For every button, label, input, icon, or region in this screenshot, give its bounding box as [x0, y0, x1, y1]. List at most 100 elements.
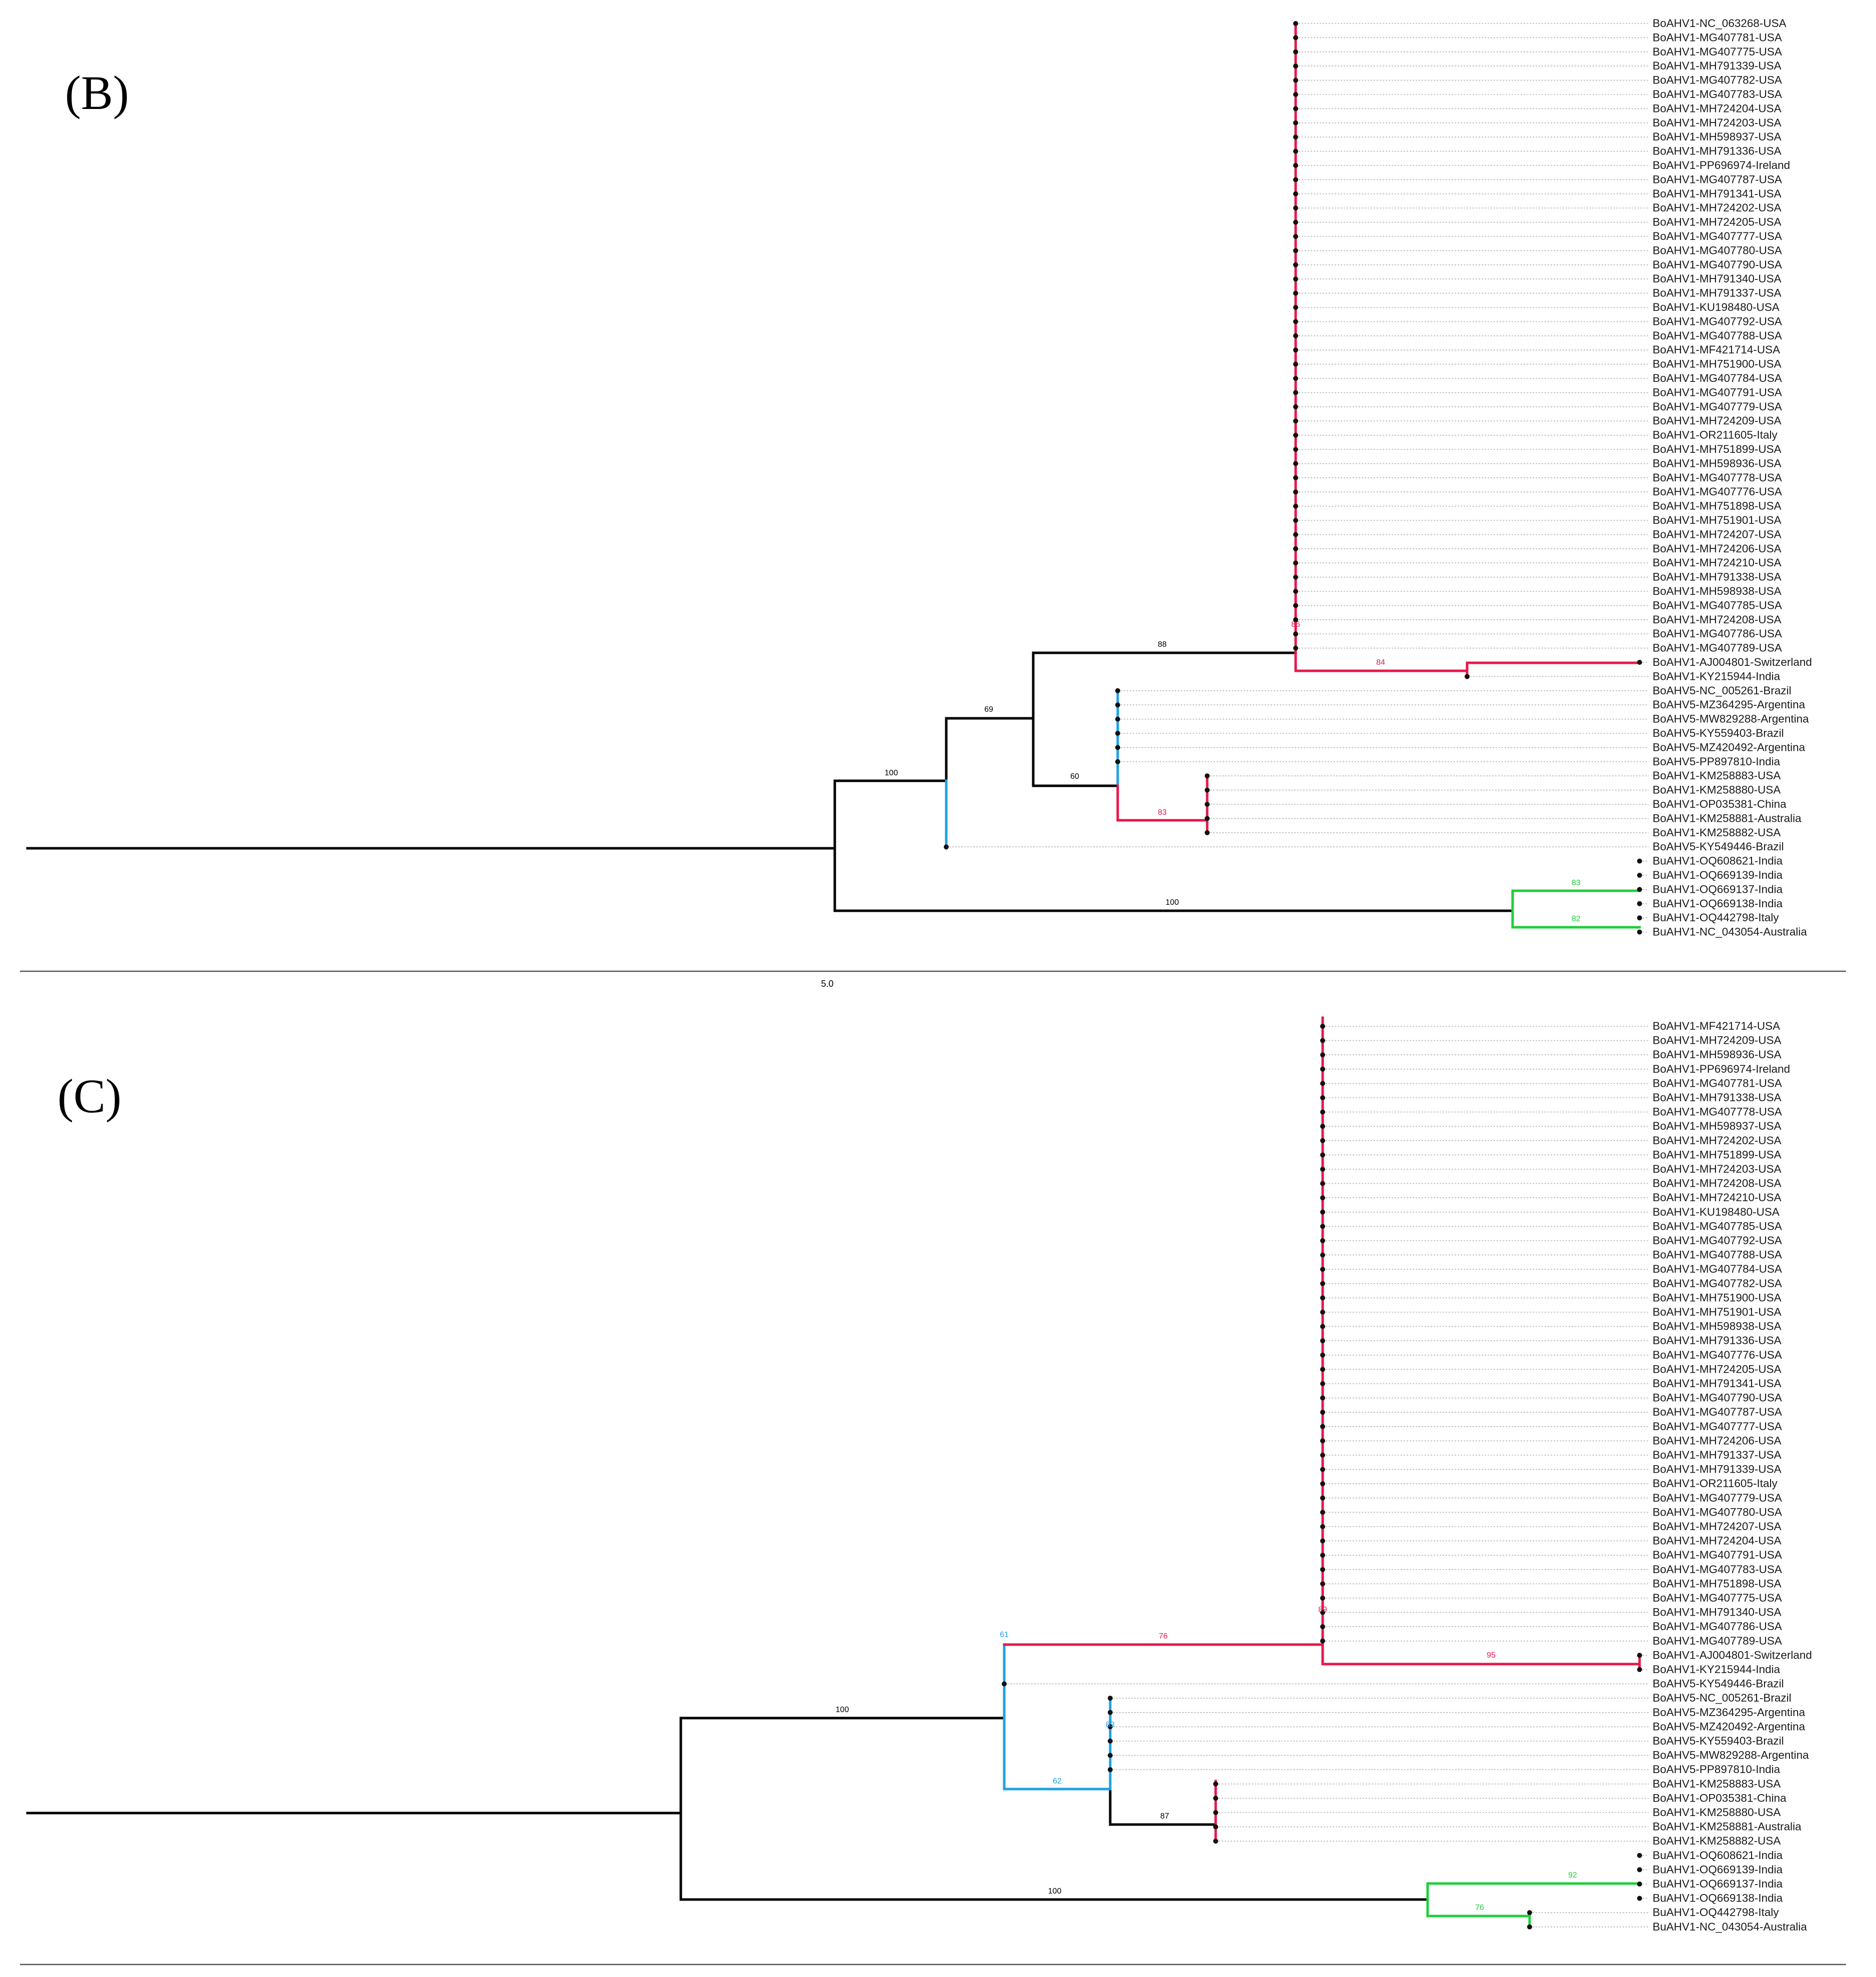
leaf-label: BoAHV1-MG407783-USA	[1653, 1563, 1782, 1576]
tip-node	[1637, 858, 1642, 864]
tip-node	[1108, 1767, 1113, 1773]
tip-node	[1527, 1924, 1532, 1930]
leaf-label: BuAHV1-NC_043054-Australia	[1653, 1921, 1807, 1933]
tip-node	[1108, 1696, 1113, 1701]
tip-node	[1293, 49, 1298, 54]
leaf-label: BoAHV1-MG407789-USA	[1653, 1635, 1782, 1647]
tip-node	[1115, 688, 1120, 693]
tip-node	[1293, 234, 1298, 239]
leaf-label: BoAHV5-MZ420492-Argentina	[1653, 741, 1806, 753]
tip-node	[1320, 1281, 1325, 1286]
leaf-label: BoAHV1-MG407777-USA	[1653, 230, 1782, 242]
tip-node	[1293, 290, 1298, 296]
leaf-label: BoAHV5-NC_005261-Brazil	[1653, 684, 1792, 697]
tip-node	[1293, 589, 1298, 594]
tip-node	[1293, 432, 1298, 438]
tip-node	[1293, 489, 1298, 495]
leaf-label: BuAHV1-OQ442798-Italy	[1653, 911, 1779, 924]
panel-label-b: (B)	[65, 66, 129, 119]
leaf-label: BoAHV1-MG407783-USA	[1653, 88, 1782, 100]
tip-node	[1115, 702, 1120, 708]
leaf-label: BoAHV1-OP035381-China	[1653, 798, 1787, 810]
tip-node	[1637, 1653, 1642, 1658]
leaf-label: BoAHV1-AJ004801-Switzerland	[1653, 1649, 1812, 1661]
tip-node	[1320, 1167, 1325, 1172]
tip-node	[1293, 205, 1298, 211]
bootstrap-value: 95	[1487, 1651, 1496, 1660]
leaf-label: BoAHV1-MH791336-USA	[1653, 145, 1782, 157]
bootstrap-value: 88	[1158, 640, 1167, 649]
leaf-label: BoAHV1-MH751898-USA	[1653, 500, 1782, 512]
tip-node	[1108, 1724, 1113, 1730]
leaf-label: BoAHV1-MF421714-USA	[1653, 1020, 1780, 1032]
tip-node	[1320, 1052, 1325, 1058]
leaf-label: BoAHV5-KY549446-Brazil	[1653, 1678, 1784, 1690]
leaf-label: BoAHV1-MG407775-USA	[1653, 45, 1782, 58]
tip-node	[1213, 1839, 1218, 1844]
tip-node	[1293, 148, 1298, 154]
leaf-label: BoAHV1-MH724208-USA	[1653, 613, 1782, 626]
bootstrap-value: 100	[1166, 898, 1179, 907]
tip-node	[1293, 376, 1298, 381]
tip-node	[1293, 546, 1298, 551]
leaf-label: BoAHV1-MH751900-USA	[1653, 358, 1782, 370]
leaf-label: BoAHV1-KY215944-India	[1653, 1663, 1781, 1676]
leaf-label: BoAHV1-MH724207-USA	[1653, 1520, 1782, 1533]
leaf-label: BoAHV1-MH724206-USA	[1653, 542, 1782, 555]
leaf-label: BoAHV1-MG407778-USA	[1653, 1106, 1782, 1118]
tip-node	[1637, 1667, 1642, 1672]
tip-node	[1320, 1467, 1325, 1472]
tree-branches-c	[26, 1016, 1641, 1926]
leaf-label: BoAHV1-MH751901-USA	[1653, 1306, 1782, 1318]
leaf-label: BoAHV5-MW829288-Argentina	[1653, 1749, 1809, 1762]
tip-node	[1293, 390, 1298, 395]
leaf-labels-c: BoAHV1-MF421714-USABoAHV1-MH724209-USABo…	[1653, 1020, 1812, 1933]
tip-node	[1320, 1338, 1325, 1344]
tip-node	[1637, 915, 1642, 921]
leaf-label: BoAHV1-KM258880-USA	[1653, 784, 1781, 796]
leaf-label: BoAHV1-MH791336-USA	[1653, 1334, 1782, 1347]
tip-node	[1293, 319, 1298, 324]
tip-node	[1320, 1424, 1325, 1429]
leaf-label: BoAHV1-MG407792-USA	[1653, 315, 1782, 327]
leaf-label: BoAHV1-MG407787-USA	[1653, 1406, 1782, 1418]
bootstrap-value: 100	[836, 1706, 849, 1714]
tip-node	[1637, 1896, 1642, 1901]
leaf-label: BoAHV1-MH751899-USA	[1653, 443, 1782, 455]
leaf-label: BoAHV1-MG407784-USA	[1653, 372, 1782, 384]
tip-node	[1637, 929, 1642, 935]
tip-node	[1293, 532, 1298, 537]
leaf-label: BoAHV1-MH724202-USA	[1653, 201, 1782, 214]
bootstrap-value: 83	[1572, 879, 1581, 887]
tip-node	[1293, 219, 1298, 225]
tip-node	[1320, 1081, 1325, 1086]
tip-node	[1108, 1710, 1113, 1715]
tip-node	[1637, 1853, 1642, 1858]
leaf-label: BuAHV1-OQ608621-India	[1653, 855, 1783, 867]
tip-node	[1320, 1524, 1325, 1529]
leaf-label: BoAHV1-MH724207-USA	[1653, 528, 1782, 540]
tip-node	[1293, 418, 1298, 424]
tip-node	[1320, 1553, 1325, 1558]
leaf-label: BoAHV5-PP897810-India	[1653, 1763, 1781, 1776]
leaf-label: BoAHV1-MG407785-USA	[1653, 1220, 1782, 1232]
leaf-label: BoAHV1-MH724204-USA	[1653, 1535, 1782, 1547]
leaf-label: BoAHV1-MH724202-USA	[1653, 1134, 1782, 1147]
bootstrap-value: 76	[1159, 1632, 1168, 1641]
leaf-label: BoAHV1-MH791340-USA	[1653, 272, 1782, 285]
tree-panel-b: (B) BoAHV1-NC_063268-USA BoAHV1-MG407781-…	[20, 17, 1846, 989]
tip-node	[1293, 503, 1298, 509]
leaf-label: BoAHV1-MH598937-USA	[1653, 1120, 1782, 1132]
tip-node	[1213, 1810, 1218, 1815]
bootstrap-value: 100	[1048, 1887, 1062, 1896]
leaf-label: BuAHV1-OQ669137-India	[1653, 1878, 1783, 1890]
leaf-label: BoAHV5-KY549446-Brazil	[1653, 840, 1784, 853]
tip-node	[1320, 1124, 1325, 1129]
tip-node	[944, 844, 949, 850]
tip-node	[1293, 617, 1298, 622]
tip-node	[1205, 787, 1210, 793]
tip-node	[1320, 1495, 1325, 1501]
leaf-label: BoAHV1-MH751899-USA	[1653, 1148, 1782, 1161]
bootstrap-value: 62	[1053, 1777, 1062, 1786]
leaf-label: BoAHV5-KY559403-Brazil	[1653, 727, 1784, 739]
